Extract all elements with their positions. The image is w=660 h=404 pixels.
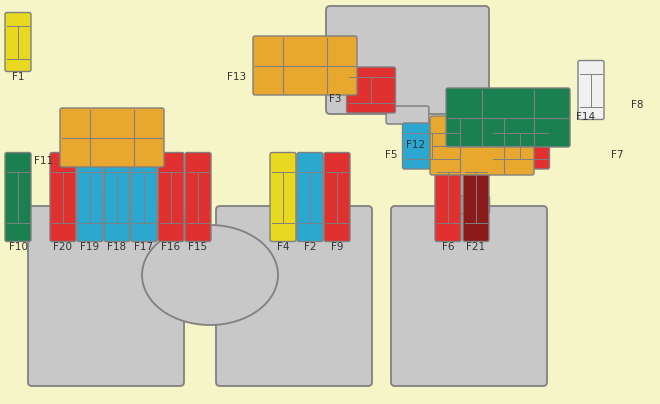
FancyBboxPatch shape	[5, 152, 31, 242]
FancyBboxPatch shape	[185, 152, 211, 242]
FancyBboxPatch shape	[270, 152, 296, 242]
FancyBboxPatch shape	[28, 206, 184, 386]
FancyBboxPatch shape	[297, 152, 323, 242]
FancyBboxPatch shape	[463, 152, 489, 242]
FancyBboxPatch shape	[60, 108, 164, 167]
FancyBboxPatch shape	[104, 152, 130, 242]
Text: F13: F13	[227, 72, 246, 82]
FancyBboxPatch shape	[324, 152, 350, 242]
FancyBboxPatch shape	[403, 123, 461, 169]
Text: F21: F21	[467, 242, 486, 252]
FancyBboxPatch shape	[326, 6, 489, 114]
Text: F7: F7	[612, 150, 624, 160]
Text: F2: F2	[304, 242, 316, 252]
Text: F1: F1	[12, 72, 24, 82]
FancyBboxPatch shape	[273, 196, 315, 214]
FancyBboxPatch shape	[449, 196, 490, 214]
Text: F8: F8	[631, 100, 643, 110]
FancyBboxPatch shape	[77, 152, 103, 242]
FancyBboxPatch shape	[430, 116, 534, 175]
Text: F15: F15	[189, 242, 207, 252]
Text: F12: F12	[406, 141, 425, 151]
FancyBboxPatch shape	[578, 61, 604, 120]
FancyBboxPatch shape	[490, 123, 550, 169]
Text: F11: F11	[34, 156, 53, 166]
FancyBboxPatch shape	[216, 206, 372, 386]
Text: F6: F6	[442, 242, 454, 252]
Text: F20: F20	[53, 242, 73, 252]
FancyBboxPatch shape	[158, 152, 184, 242]
FancyBboxPatch shape	[5, 13, 31, 72]
FancyBboxPatch shape	[86, 196, 127, 214]
FancyBboxPatch shape	[386, 106, 429, 124]
Text: F3: F3	[329, 94, 341, 104]
FancyBboxPatch shape	[50, 152, 76, 242]
FancyBboxPatch shape	[131, 152, 157, 242]
Text: F14: F14	[576, 112, 595, 122]
FancyBboxPatch shape	[253, 36, 357, 95]
Text: F17: F17	[135, 242, 154, 252]
Text: F5: F5	[385, 150, 397, 160]
FancyBboxPatch shape	[391, 206, 547, 386]
Text: F19: F19	[81, 242, 100, 252]
FancyBboxPatch shape	[446, 88, 570, 147]
Text: F9: F9	[331, 242, 343, 252]
Ellipse shape	[142, 225, 278, 325]
Text: F10: F10	[9, 242, 28, 252]
FancyBboxPatch shape	[435, 152, 461, 242]
Text: F18: F18	[108, 242, 127, 252]
Text: F16: F16	[162, 242, 181, 252]
Text: F4: F4	[277, 242, 289, 252]
FancyBboxPatch shape	[346, 67, 395, 113]
